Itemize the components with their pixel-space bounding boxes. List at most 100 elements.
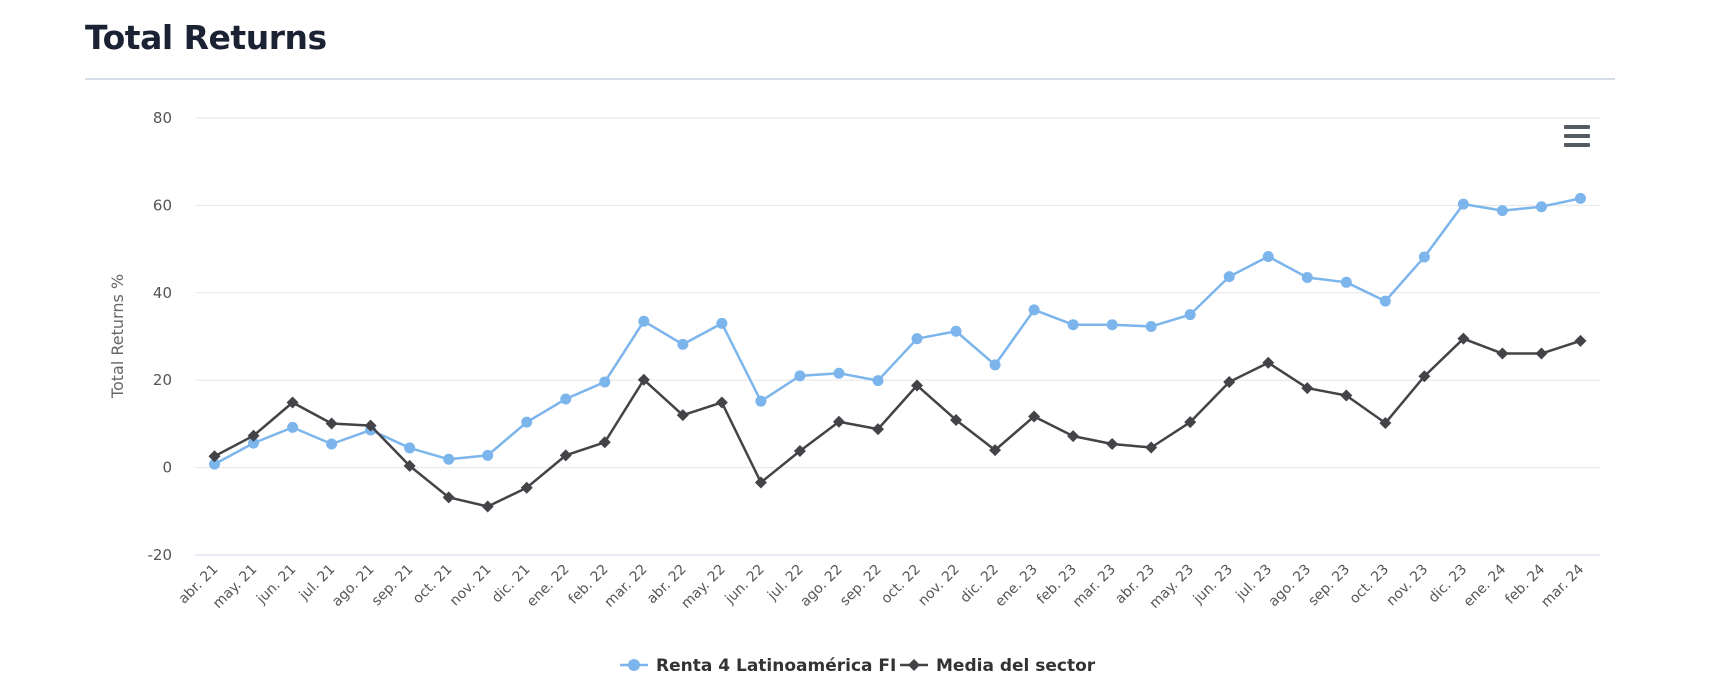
data-point[interactable] (482, 449, 494, 461)
data-point[interactable] (989, 444, 1002, 457)
data-point[interactable] (364, 419, 377, 432)
x-tick-label: ene. 22 (524, 562, 573, 611)
data-point[interactable] (872, 375, 884, 387)
data-point[interactable] (754, 476, 767, 489)
data-point[interactable] (326, 438, 338, 450)
data-point[interactable] (403, 459, 416, 472)
data-point[interactable] (1301, 382, 1314, 395)
y-axis-title: Total Returns % (108, 274, 127, 399)
legend-label: Media del sector (936, 656, 1096, 676)
x-tick-label: sep. 22 (837, 562, 885, 610)
x-tick-label: jun. 23 (1190, 562, 1236, 608)
data-point[interactable] (715, 396, 728, 409)
data-point[interactable] (832, 415, 845, 428)
data-point[interactable] (1457, 332, 1470, 345)
data-point[interactable] (1262, 251, 1274, 263)
data-point[interactable] (1106, 319, 1118, 331)
data-point[interactable] (599, 376, 611, 388)
series-line (213, 197, 1581, 466)
series-fund (209, 192, 1586, 470)
data-point[interactable] (638, 315, 650, 327)
y-tick-label: 20 (153, 371, 172, 389)
data-point[interactable] (1067, 319, 1079, 331)
x-tick-label: ago. 21 (329, 562, 377, 610)
x-tick-label: sep. 21 (369, 562, 417, 610)
data-point[interactable] (950, 325, 962, 337)
data-point[interactable] (793, 444, 806, 457)
x-tick-label: nov. 23 (1384, 562, 1432, 610)
data-point[interactable] (247, 429, 260, 442)
data-point[interactable] (911, 333, 923, 345)
data-point[interactable] (1184, 416, 1197, 429)
data-point[interactable] (871, 423, 884, 436)
hamburger-menu-icon (1564, 125, 1590, 129)
data-point[interactable] (1028, 410, 1041, 423)
data-point[interactable] (1379, 417, 1392, 430)
data-point[interactable] (1496, 347, 1509, 360)
data-point[interactable] (520, 481, 533, 494)
data-point[interactable] (1574, 192, 1586, 204)
data-point[interactable] (1457, 198, 1469, 210)
data-point[interactable] (1067, 430, 1080, 443)
legend-label: Renta 4 Latinoamérica FI (656, 656, 896, 676)
data-point[interactable] (1262, 356, 1275, 369)
data-point[interactable] (442, 491, 455, 504)
data-point[interactable] (209, 458, 221, 470)
legend-item-fund[interactable]: Renta 4 Latinoamérica FI (620, 656, 896, 676)
data-point[interactable] (637, 373, 650, 386)
data-point[interactable] (1106, 438, 1119, 451)
legend: Renta 4 Latinoamérica FI Media del sector (620, 656, 1096, 676)
data-point[interactable] (1535, 201, 1547, 213)
data-point[interactable] (404, 442, 416, 454)
x-tick-label: mar. 23 (1070, 562, 1119, 611)
data-point[interactable] (716, 317, 728, 329)
data-point[interactable] (989, 359, 1001, 371)
series-sector (208, 332, 1587, 513)
data-point[interactable] (1145, 320, 1157, 332)
data-point[interactable] (755, 395, 767, 407)
data-point[interactable] (1379, 295, 1391, 307)
data-point[interactable] (559, 449, 572, 462)
data-point[interactable] (325, 417, 338, 430)
data-point[interactable] (833, 367, 845, 379)
y-tick-label: 40 (153, 284, 172, 302)
grid-lines (195, 117, 1600, 556)
data-point[interactable] (1418, 370, 1431, 383)
chart-menu-button[interactable] (1560, 122, 1594, 152)
data-point[interactable] (248, 437, 260, 449)
data-point[interactable] (676, 409, 689, 422)
data-point[interactable] (481, 500, 494, 513)
x-tick-label: ene. 24 (1461, 561, 1510, 610)
data-point[interactable] (1418, 251, 1430, 263)
data-point[interactable] (794, 370, 806, 382)
data-point[interactable] (560, 393, 572, 405)
data-point[interactable] (1223, 375, 1236, 388)
data-point[interactable] (677, 338, 689, 350)
y-tick-label: 60 (153, 196, 172, 214)
data-point[interactable] (1028, 304, 1040, 316)
data-point[interactable] (1223, 271, 1235, 283)
y-tick-label: -20 (148, 546, 173, 564)
data-point[interactable] (287, 421, 299, 433)
data-point[interactable] (443, 453, 455, 465)
data-point[interactable] (286, 396, 299, 409)
data-point[interactable] (598, 436, 611, 449)
data-point[interactable] (1340, 276, 1352, 288)
x-tick-label: nov. 22 (915, 562, 963, 610)
data-point[interactable] (1145, 441, 1158, 454)
data-point[interactable] (1184, 309, 1196, 321)
data-point[interactable] (1301, 272, 1313, 284)
data-point[interactable] (208, 450, 221, 463)
data-point[interactable] (521, 416, 533, 428)
legend-item-sector[interactable]: Media del sector (900, 656, 1096, 676)
series-line (213, 337, 1581, 508)
data-point[interactable] (950, 413, 963, 426)
data-point[interactable] (1535, 347, 1548, 360)
series-layer (208, 192, 1587, 513)
data-point[interactable] (911, 379, 924, 392)
data-point[interactable] (1574, 334, 1587, 347)
data-point[interactable] (1340, 389, 1353, 402)
data-point[interactable] (1496, 205, 1508, 217)
